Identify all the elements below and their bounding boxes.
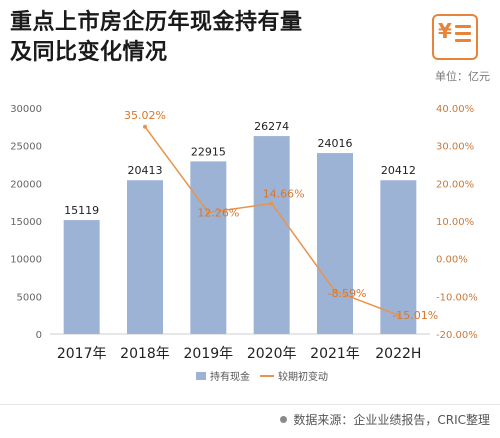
bar xyxy=(63,220,100,334)
chart-title: 重点上市房企历年现金持有量 及同比变化情况 xyxy=(10,8,303,68)
bar-value-label: 26274 xyxy=(254,120,289,133)
y-right-tick-label: 30.00% xyxy=(436,142,474,153)
line-value-label: 35.02% xyxy=(124,109,166,122)
unit-label: 单位：亿元 xyxy=(435,70,490,83)
line-point xyxy=(143,124,147,129)
y-right-tick-label: 0.00% xyxy=(436,255,468,266)
title-line-2: 及同比变化情况 xyxy=(10,40,168,65)
y-left-tick-label: 0 xyxy=(36,330,42,341)
line-value-label: 12.26% xyxy=(197,206,239,219)
bar-value-label: 24016 xyxy=(318,137,353,150)
line-value-label: 14.66% xyxy=(263,187,305,200)
y-left-tick-label: 5000 xyxy=(17,292,42,303)
y-right-tick-label: -20.00% xyxy=(436,330,478,341)
legend-label-line: 较期初变动 xyxy=(278,370,328,383)
y-right-tick-label: 20.00% xyxy=(436,179,474,190)
line-point xyxy=(396,313,401,318)
y-right-tick-label: 40.00% xyxy=(436,104,474,115)
bar-value-label: 20413 xyxy=(128,164,163,177)
source-text: 数据来源：企业业绩报告，CRIC整理 xyxy=(293,413,490,427)
bar-value-label: 15119 xyxy=(64,204,99,217)
line-point xyxy=(206,210,211,215)
x-tick-label: 2019年 xyxy=(184,346,234,362)
x-tick-label: 2022H xyxy=(375,346,421,362)
bar-value-label: 22915 xyxy=(191,145,226,158)
line-value-label: -15.01% xyxy=(392,309,438,322)
x-tick-label: 2018年 xyxy=(120,346,170,362)
y-left-tick-label: 10000 xyxy=(10,255,42,266)
line-value-label: -8.59% xyxy=(328,287,367,300)
source-note: 数据来源：企业业绩报告，CRIC整理 xyxy=(280,411,490,428)
bar xyxy=(317,153,353,334)
x-tick-label: 2020年 xyxy=(247,346,297,362)
bar xyxy=(127,180,163,334)
legend-label-bar: 持有现金 xyxy=(210,370,250,383)
legend-swatch-bar xyxy=(196,372,206,380)
y-left-tick-label: 30000 xyxy=(10,104,42,115)
line-point xyxy=(333,289,337,294)
bar xyxy=(190,161,227,334)
footer-divider xyxy=(0,404,500,405)
y-right-tick-label: 10.00% xyxy=(436,217,474,228)
y-left-tick-label: 15000 xyxy=(10,217,42,228)
y-left-tick-label: 20000 xyxy=(10,179,42,190)
bullet-icon xyxy=(280,416,288,423)
x-tick-label: 2021年 xyxy=(310,346,360,362)
bar xyxy=(253,136,290,334)
title-line-1: 重点上市房企历年现金持有量 xyxy=(10,10,303,35)
y-left-tick-label: 25000 xyxy=(10,142,42,153)
y-right-tick-label: -10.00% xyxy=(436,292,478,303)
bar-value-label: 20412 xyxy=(381,164,416,177)
x-tick-label: 2017年 xyxy=(57,346,107,362)
line-point xyxy=(269,201,274,206)
yen-document-icon: ¥ xyxy=(432,14,478,60)
bar xyxy=(380,180,417,334)
